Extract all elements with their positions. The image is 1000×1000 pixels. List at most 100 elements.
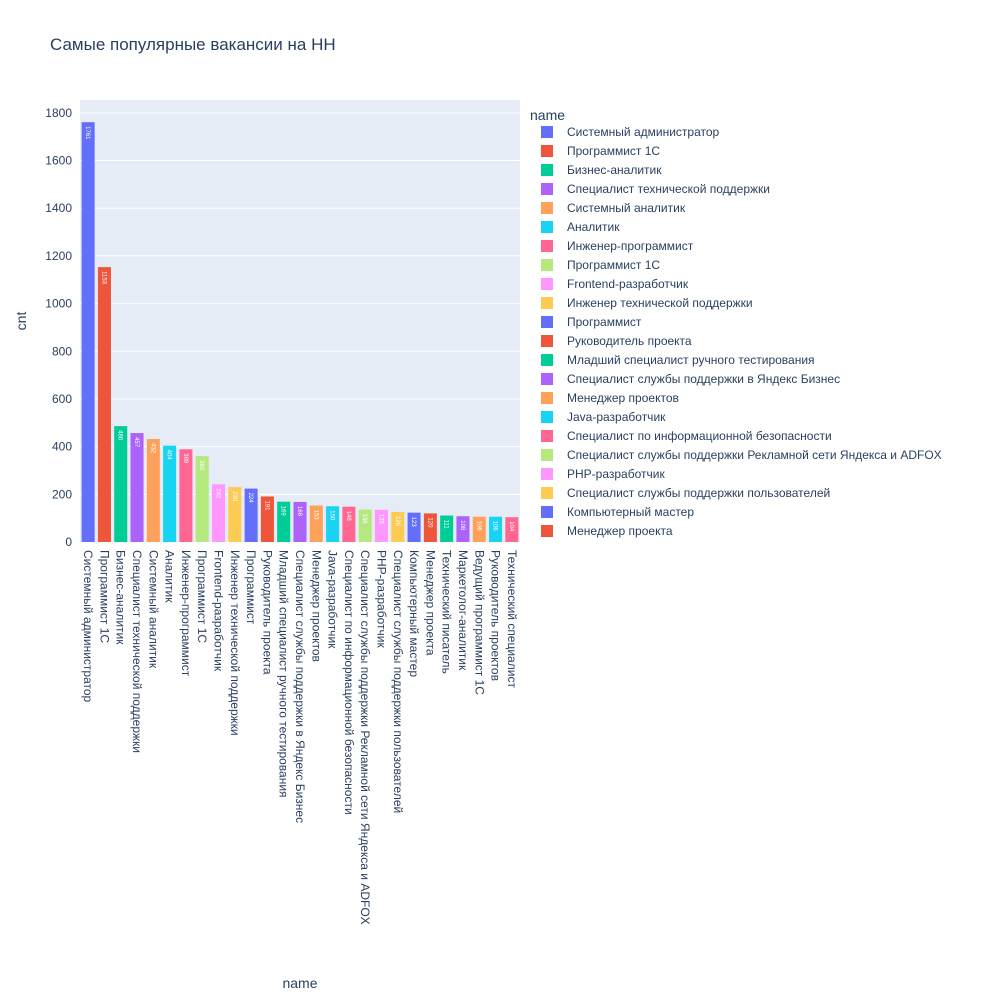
legend-item-label[interactable]: Специалист службы поддержки пользователе… [567,486,830,500]
legend-item-label[interactable]: Специалист службы поддержки Рекламной се… [567,448,942,462]
legend-swatch[interactable] [541,411,553,423]
bar[interactable] [97,267,111,542]
bar[interactable] [146,439,160,542]
legend-item-label[interactable]: Системный администратор [567,125,720,139]
legend-title: name [530,107,565,123]
legend-item-label[interactable]: Программист 1С [567,144,660,158]
legend-item-label[interactable]: PHP-разработчик [567,467,665,481]
legend-item-label[interactable]: Инженер технической поддержки [567,296,753,310]
x-tick-label: Менеджер проектов [309,550,323,662]
bar[interactable] [293,501,307,542]
bar[interactable] [114,426,128,542]
bar[interactable] [260,496,274,542]
bar-value-label: 1153 [100,271,106,285]
x-tick-label: Frontend-разработчик [212,550,226,672]
y-tick-label: 0 [65,535,72,549]
legend-item-label[interactable]: Программист [567,315,642,329]
legend-swatch[interactable] [541,240,553,252]
x-tick-label: Ведущий программист 1С [472,550,486,695]
legend-swatch[interactable] [541,354,553,366]
x-tick-label: Программист [244,550,258,625]
legend-item-label[interactable]: Бизнес-аналитик [567,163,662,177]
bar-value-label: 126 [394,516,400,527]
bar[interactable] [130,433,144,542]
legend-swatch[interactable] [541,221,553,233]
legend-item-label[interactable]: Специалист по информационной безопасност… [567,429,832,443]
bar[interactable] [472,516,486,542]
bar[interactable] [342,506,356,542]
y-tick-label: 200 [52,487,72,501]
legend-item-label[interactable]: Системный аналитик [567,201,686,215]
legend-swatch[interactable] [541,145,553,157]
legend-item-label[interactable]: Java-разработчик [567,410,666,424]
legend-swatch[interactable] [541,278,553,290]
bar[interactable] [195,456,209,542]
x-tick-label: Аналитик [163,550,177,603]
legend-swatch[interactable] [541,449,553,461]
bar[interactable] [489,516,503,542]
legend-swatch[interactable] [541,506,553,518]
bar-value-label: 224 [247,493,253,504]
bar-value-label: 108 [459,520,465,531]
bar[interactable] [212,484,226,542]
bar[interactable] [407,512,421,542]
legend-swatch[interactable] [541,487,553,499]
bar[interactable] [358,509,372,542]
bar[interactable] [81,122,95,543]
bar[interactable] [423,513,437,542]
legend-item-label[interactable]: Менеджер проектов [567,391,679,405]
bar[interactable] [326,506,340,542]
bars[interactable] [81,122,519,543]
y-tick-label: 1400 [45,201,72,215]
x-tick-label: Руководитель проектов [489,550,503,681]
legend-swatch[interactable] [541,183,553,195]
legend-swatch[interactable] [541,373,553,385]
bar[interactable] [505,517,519,542]
bar[interactable] [244,488,258,542]
y-tick-label: 600 [52,392,72,406]
legend-swatch[interactable] [541,259,553,271]
legend-swatch[interactable] [541,335,553,347]
legend-item-label[interactable]: Специалист технической поддержки [567,182,770,196]
legend-swatch[interactable] [541,297,553,309]
bar[interactable] [277,501,291,542]
legend-item-label[interactable]: Аналитик [567,220,620,234]
x-tick-label: Системный администратор [81,550,95,703]
legend-swatch[interactable] [541,525,553,537]
bar[interactable] [456,516,470,542]
y-tick-label: 1600 [45,154,72,168]
bar-labels: 1761 1153 486 457 432 404 389 360 242 230 224 191 16… [84,126,514,532]
legend-swatch[interactable] [541,468,553,480]
bar[interactable] [179,449,193,542]
legend-item-label[interactable]: Младший специалист ручного тестирования [567,353,815,367]
chart-title: Самые популярные вакансии на HH [50,35,336,54]
bar[interactable] [163,445,177,542]
x-tick-label: Специалист технической поддержки [130,550,144,753]
legend-item-label[interactable]: Менеджер проекта [567,524,673,538]
legend-item-label[interactable]: Специалист службы поддержки в Яндекс Биз… [567,372,840,386]
legend-item-label[interactable]: Программист 1C [567,258,660,272]
legend-item-label[interactable]: Руководитель проекта [567,334,692,348]
plot-area [80,100,520,542]
legend-swatch[interactable] [541,316,553,328]
bar-value-label: 242 [215,488,221,499]
bar[interactable] [374,509,388,542]
legend-item-label[interactable]: Инженер-программист [567,239,694,253]
bar-value-label: 111 [443,520,449,530]
legend-item-label[interactable]: Компьютерный мастер [567,505,694,519]
legend-swatch[interactable] [541,430,553,442]
legend-swatch[interactable] [541,126,553,138]
bar[interactable] [440,515,454,542]
bar-value-label: 120 [426,517,432,528]
legend[interactable]: name Системный администратор Программист … [530,107,942,538]
bar[interactable] [228,487,242,542]
legend-item-label[interactable]: Frontend-разработчик [567,277,689,291]
legend-swatch[interactable] [541,164,553,176]
bar-value-label: 169 [280,506,286,517]
legend-swatch[interactable] [541,392,553,404]
y-tick-label: 800 [52,344,72,358]
bar[interactable] [309,505,323,542]
bar[interactable] [391,511,405,542]
legend-swatch[interactable] [541,202,553,214]
x-tick-label: PHP-разработчик [374,550,388,648]
